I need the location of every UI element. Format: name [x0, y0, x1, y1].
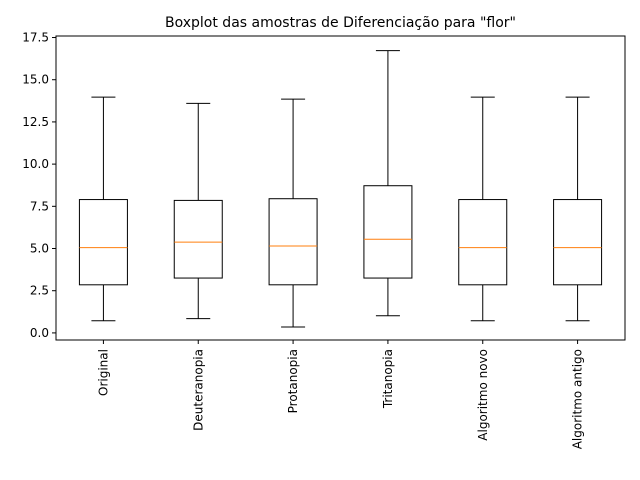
y-tick-label: 0.0 [30, 326, 49, 340]
box-iqr [458, 199, 508, 286]
y-tick-label: 5.0 [30, 242, 49, 256]
x-tick-label: Original [96, 349, 110, 396]
box-iqr [268, 198, 318, 286]
x-tick-label: Tritanopia [381, 349, 395, 409]
box-iqr [173, 199, 223, 279]
plot-area: 0.0 2.5 5.0 7.5 10.0 12.5 15.0 17.5 Original Deut… [22, 31, 626, 449]
box-iqr [363, 185, 413, 279]
y-tick-label: 2.5 [30, 284, 49, 298]
box-iqr [553, 199, 603, 286]
x-tick-label: Algoritmo antigo [571, 349, 585, 449]
y-tick-label: 12.5 [22, 115, 49, 129]
y-tick-label: 15.0 [22, 73, 49, 87]
chart-title: Boxplot das amostras de Diferenciação pa… [165, 15, 516, 31]
y-tick-label: 7.5 [30, 199, 49, 213]
y-tick-label: 10.0 [22, 157, 49, 171]
x-tick-label: Algoritmo novo [476, 349, 490, 441]
x-tick-label: Protanopia [286, 349, 300, 413]
box-iqr [78, 199, 128, 286]
axes-frame [55, 35, 626, 341]
x-tick-label: Deuteranopia [191, 349, 205, 431]
y-tick-label: 17.5 [22, 31, 49, 45]
